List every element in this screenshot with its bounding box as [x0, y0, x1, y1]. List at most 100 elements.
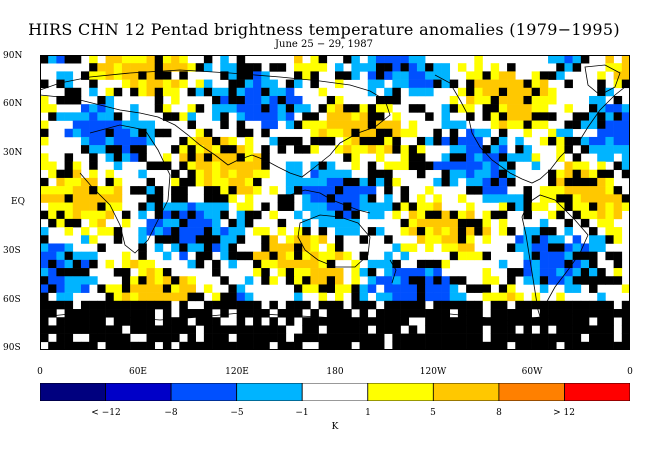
anomaly-cell — [621, 161, 630, 171]
anomaly-cell — [89, 55, 98, 64]
anomaly-cell — [335, 227, 344, 236]
anomaly-cell — [375, 128, 385, 138]
anomaly-cell — [40, 284, 49, 293]
anomaly-cell — [48, 251, 57, 261]
anomaly-cell — [105, 186, 115, 195]
anomaly-cell — [326, 104, 336, 113]
anomaly-cell — [466, 87, 475, 97]
anomaly-cell — [187, 309, 196, 318]
anomaly-cell — [457, 276, 467, 285]
anomaly-cell — [490, 169, 500, 179]
anomaly-cell — [40, 317, 49, 326]
anomaly-cell — [375, 202, 385, 211]
anomaly-cell — [310, 325, 319, 334]
anomaly-cell — [490, 341, 500, 350]
anomaly-cell — [113, 55, 123, 64]
anomaly-cell — [425, 341, 434, 350]
anomaly-cell — [89, 251, 98, 261]
anomaly-cell — [228, 235, 237, 244]
anomaly-cell — [40, 325, 49, 334]
anomaly-cell — [326, 268, 336, 277]
anomaly-cell — [56, 177, 65, 187]
anomaly-cell — [384, 104, 393, 113]
anomaly-cell — [498, 186, 508, 195]
anomaly-cell — [154, 128, 164, 138]
anomaly-cell — [105, 210, 115, 220]
anomaly-cell — [89, 169, 98, 179]
anomaly-cell — [613, 120, 623, 130]
anomaly-cell — [236, 210, 246, 220]
anomaly-cell — [89, 79, 98, 89]
anomaly-cell — [146, 194, 156, 203]
anomaly-cell — [343, 317, 352, 326]
anomaly-cell — [523, 276, 532, 285]
colorbar-swatch — [236, 383, 303, 401]
anomaly-cell — [449, 169, 459, 179]
anomaly-cell — [572, 210, 582, 220]
anomaly-cell — [146, 292, 156, 302]
anomaly-cell — [121, 63, 131, 72]
anomaly-cell — [261, 251, 270, 261]
anomaly-cell — [162, 218, 172, 228]
anomaly-cell — [457, 227, 467, 236]
anomaly-cell — [515, 79, 524, 89]
anomaly-cell — [179, 235, 188, 244]
anomaly-cell — [310, 161, 319, 171]
anomaly-cell — [564, 136, 573, 146]
anomaly-cell — [457, 292, 467, 302]
anomaly-cell — [384, 169, 393, 179]
coastline-greenland — [584, 64, 621, 96]
anomaly-cell — [580, 210, 590, 220]
anomaly-cell — [482, 161, 491, 171]
colorbar-swatch — [301, 383, 369, 401]
anomaly-cell — [318, 251, 328, 261]
anomaly-cell — [384, 136, 393, 146]
anomaly-cell — [228, 145, 237, 154]
anomaly-cell — [244, 292, 254, 302]
anomaly-cell — [482, 95, 491, 105]
anomaly-cell — [56, 251, 65, 261]
anomaly-cell — [548, 210, 557, 220]
anomaly-cell — [572, 341, 582, 350]
anomaly-cell — [613, 71, 623, 80]
anomaly-cell — [457, 153, 467, 162]
anomaly-cell — [548, 186, 557, 195]
anomaly-cell — [556, 333, 565, 343]
anomaly-cell — [408, 333, 418, 343]
anomaly-cell — [523, 79, 532, 89]
anomaly-cell — [195, 317, 205, 326]
anomaly-cell — [40, 227, 49, 236]
anomaly-cell — [425, 243, 434, 252]
anomaly-cell — [318, 227, 328, 236]
anomaly-cell — [64, 276, 74, 285]
anomaly-cell — [64, 227, 74, 236]
anomaly-cell — [515, 104, 524, 113]
anomaly-cell — [326, 317, 336, 326]
anomaly-cell — [433, 292, 442, 302]
anomaly-cell — [539, 333, 549, 343]
anomaly-cell — [621, 55, 630, 64]
anomaly-cell — [392, 259, 401, 269]
anomaly-cell — [220, 243, 229, 252]
anomaly-cell — [433, 235, 442, 244]
anomaly-cell — [89, 300, 98, 310]
anomaly-cell — [146, 79, 156, 89]
anomaly-cell — [97, 218, 106, 228]
anomaly-cell — [564, 128, 573, 138]
anomaly-cell — [335, 243, 344, 252]
anomaly-cell — [539, 194, 549, 203]
anomaly-cell — [498, 333, 508, 343]
anomaly-cell — [515, 317, 524, 326]
anomaly-cell — [359, 120, 369, 130]
anomaly-cell — [580, 136, 590, 146]
anomaly-cell — [220, 169, 229, 179]
anomaly-cell — [171, 95, 180, 105]
anomaly-cell — [589, 251, 598, 261]
anomaly-cell — [326, 136, 336, 146]
anomaly-cell — [605, 218, 614, 228]
anomaly-cell — [539, 325, 549, 334]
anomaly-cell — [457, 341, 467, 350]
anomaly-cell — [490, 161, 500, 171]
anomaly-cell — [253, 210, 262, 220]
anomaly-cell — [539, 317, 549, 326]
